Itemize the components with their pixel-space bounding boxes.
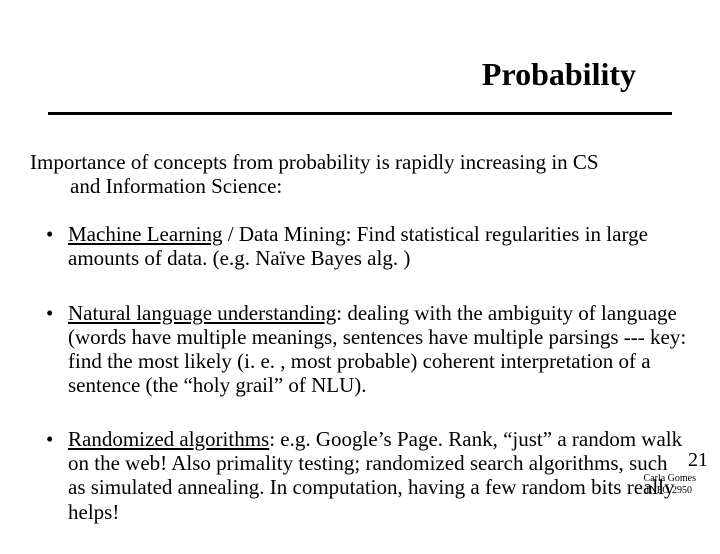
bullet-underline: Randomized algorithms (68, 427, 269, 451)
intro-line2: and Information Science: (30, 174, 282, 198)
intro-text: Importance of concepts from probability … (30, 150, 690, 198)
slide-title: Probability (482, 56, 636, 93)
list-item: Machine Learning / Data Mining: Find sta… (46, 222, 690, 270)
intro-line1: Importance of concepts from probability … (30, 150, 599, 174)
title-divider (48, 112, 672, 115)
slide-content: Importance of concepts from probability … (30, 150, 690, 554)
footer-course: INFO 2950 (646, 485, 692, 496)
list-item: Randomized algorithms: e.g. Google’s Pag… (46, 427, 690, 524)
bullet-list: Machine Learning / Data Mining: Find sta… (30, 222, 690, 523)
page-number: 21 (688, 449, 708, 472)
bullet-underline: Machine Learning (68, 222, 223, 246)
list-item: Natural language understanding: dealing … (46, 301, 690, 398)
footer-author: Carla Gomes (644, 473, 697, 484)
bullet-underline: Natural language understanding (68, 301, 336, 325)
